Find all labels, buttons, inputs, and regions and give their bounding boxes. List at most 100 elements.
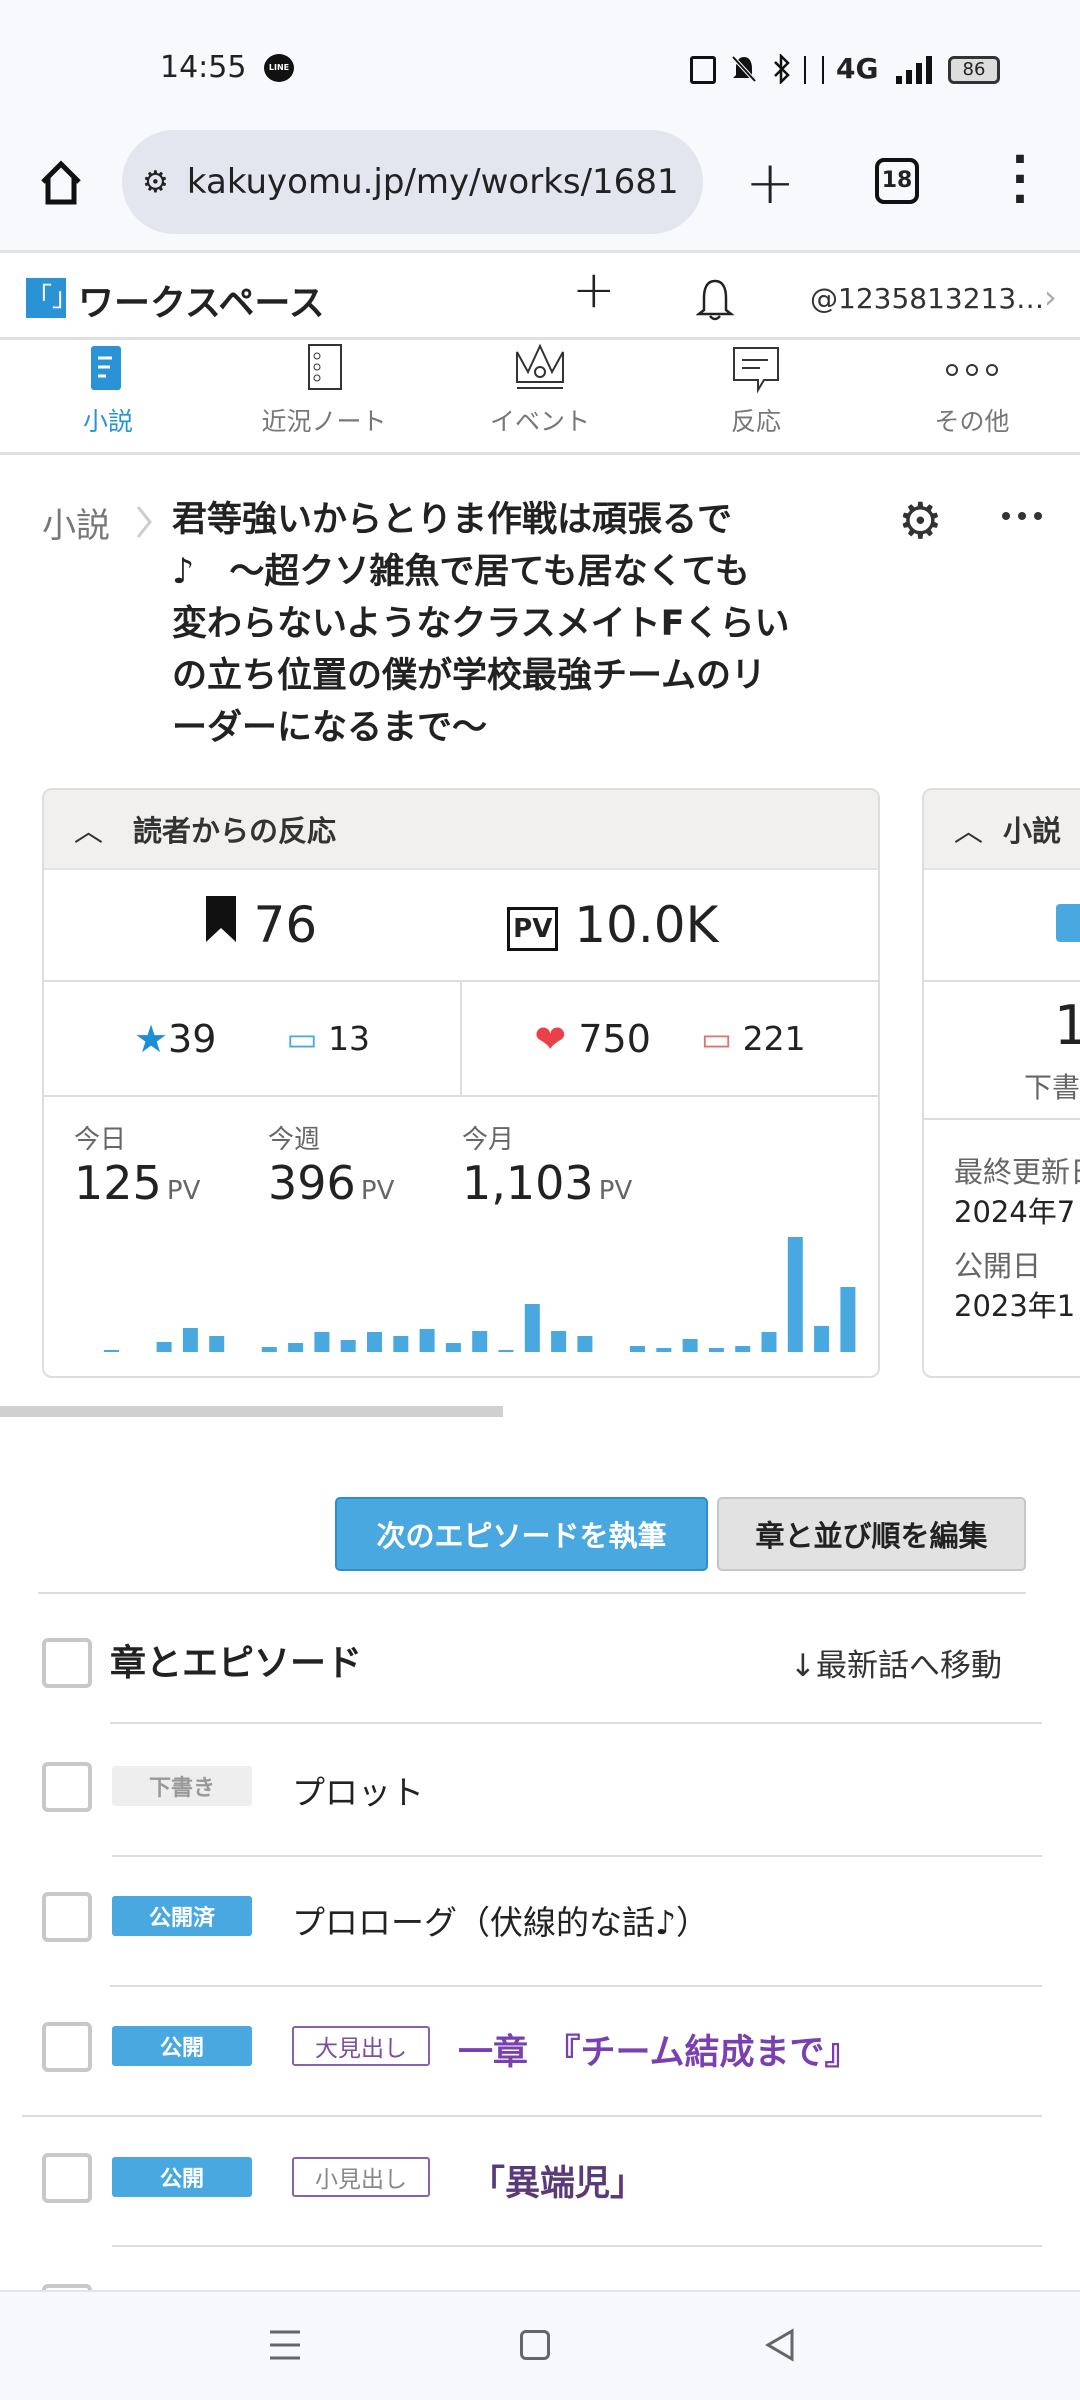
site-header: 「」 ワークスペース + @1235813213… › [0, 256, 1080, 340]
episode-checkbox[interactable] [42, 1762, 92, 1812]
episode-checkbox[interactable] [42, 2153, 92, 2203]
label: 今月 [462, 1125, 515, 1155]
tab-reactions[interactable]: 反応 [648, 340, 864, 452]
pv-bar [367, 1332, 382, 1352]
title-line: 変わらないようなクラスメイトFくらい [172, 604, 790, 644]
tab-events[interactable]: イベント [432, 340, 648, 452]
volte-icon [804, 56, 824, 84]
collapse-chevron-icon[interactable]: ︿ [74, 814, 104, 848]
write-next-episode-button[interactable]: 次のエピソードを執筆 [335, 1497, 708, 1571]
pv-bar [340, 1340, 356, 1352]
status-badge [1056, 904, 1080, 942]
star-icon: ★ [133, 1016, 169, 1061]
account-name[interactable]: @1235813213… [810, 282, 1045, 315]
episode-checkbox[interactable] [42, 2022, 92, 2072]
chapter-level-tag: 小見出し [292, 2157, 430, 2197]
pv-bar [708, 1348, 724, 1352]
collapse-chevron-icon[interactable]: ︿ [954, 814, 984, 848]
line-notification-icon: LINE [264, 54, 294, 82]
bluetooth-icon [774, 54, 790, 84]
episode-count: 1 [1054, 996, 1080, 1056]
pv-bar [551, 1331, 567, 1352]
site-settings-icon[interactable]: ⚙ [142, 164, 169, 200]
work-title: 君等強いからとりま作戦は頑張るで ♪ ～超クソ雑魚で居ても居なくても 変わらない… [172, 494, 872, 754]
status-badge: 公開 [112, 2026, 252, 2066]
pv-bar [261, 1347, 277, 1352]
label: 今週 [268, 1125, 321, 1155]
reader-reactions-card: ︿ 読者からの反応 76 PV 10.0K ★39 ▭ 13 ❤ 750 ▭ 22… [42, 788, 880, 1378]
card-header[interactable]: ︿ 読者からの反応 [44, 790, 878, 870]
jump-latest-link[interactable]: ↓最新話へ移動 [790, 1648, 1002, 1684]
today-pv: 今日 125 PV [74, 1119, 200, 1210]
label: 今日 [74, 1125, 127, 1155]
home-icon[interactable] [38, 160, 84, 206]
edit-order-button[interactable]: 章と並び順を編集 [717, 1497, 1026, 1571]
breadcrumb[interactable]: 小説 [42, 506, 110, 546]
tab-label: 小説 [82, 407, 133, 436]
tab-novel[interactable]: 小説 [0, 340, 216, 452]
back-icon[interactable] [764, 2328, 796, 2362]
new-tab-icon[interactable]: + [745, 148, 796, 218]
network-type: 4G [836, 52, 879, 85]
nav-tabs: 小説 近況ノート イベント 反応 その他 [0, 340, 1080, 455]
signal-icon [896, 56, 932, 84]
pv-bar [630, 1346, 645, 1352]
chapter-title[interactable]: 「異端児」 [470, 2164, 646, 2204]
pv-bar [445, 1343, 461, 1352]
episode-checkbox[interactable] [42, 1892, 92, 1942]
url-text: kakuyomu.jp/my/works/1681 [186, 162, 679, 202]
bell-icon[interactable] [696, 278, 734, 322]
status-bar: 14:55 LINE 4G 86 [0, 0, 1080, 110]
tab-more[interactable]: その他 [864, 340, 1080, 452]
breadcrumb-chevron-icon [136, 506, 152, 538]
recent-apps-icon[interactable] [268, 2328, 302, 2362]
pv-bar [656, 1348, 672, 1352]
home-nav-icon[interactable] [520, 2330, 550, 2360]
menu-kebab-icon[interactable]: · · · [1011, 134, 1029, 225]
pv-bar [498, 1350, 514, 1352]
chapter-title[interactable]: 一章 『チーム結成まで』 [458, 2033, 860, 2073]
select-all-checkbox[interactable] [42, 1638, 92, 1688]
tab-switcher-button[interactable]: 18 [875, 158, 919, 204]
title-line: 君等強いからとりま作戦は頑張るで [172, 500, 733, 540]
pv-bar [761, 1332, 777, 1352]
settings-gear-icon[interactable]: ⚙ [898, 492, 943, 550]
pv-bar [787, 1237, 803, 1352]
tab-notes[interactable]: 近況ノート [216, 340, 432, 452]
card-title: 読者からの反応 [133, 814, 337, 848]
pv-bar [314, 1332, 330, 1352]
address-bar[interactable]: ⚙ kakuyomu.jp/my/works/1681 [122, 130, 703, 234]
add-icon[interactable]: + [572, 260, 616, 320]
more-options-icon[interactable] [1000, 508, 1044, 524]
kakuyomu-logo[interactable]: 「」 [26, 278, 78, 318]
episodes-heading: 章とエピソード [110, 1643, 363, 1684]
pv-bar [735, 1346, 751, 1352]
review-icon: ▭ [286, 1019, 318, 1058]
value: 396 [268, 1156, 356, 1210]
pv-bar [393, 1336, 409, 1352]
status-badge: 公開済 [112, 1896, 252, 1936]
pv-bar [472, 1331, 488, 1352]
unit: PV [166, 1176, 201, 1206]
followers-count: 76 [253, 896, 318, 954]
updated-label: 最終更新日 [954, 1155, 1080, 1189]
card-title: 小説 [1003, 814, 1062, 848]
pv-period-section: 今日 125 PV 今週 396 PV 今月 1,103 PV [44, 1097, 878, 1376]
updated-value: 2024年7 [954, 1195, 1076, 1229]
unit: PV [598, 1176, 633, 1206]
pv-bar [524, 1304, 540, 1352]
episode-title[interactable]: プロット [292, 1773, 424, 1812]
horizontal-scrollbar[interactable] [0, 1406, 503, 1417]
episode-title[interactable]: プロローグ（伏線的な話♪） [292, 1903, 710, 1942]
tab-label: 反応 [730, 407, 781, 436]
chevron-right-icon[interactable]: › [1044, 278, 1057, 316]
comment-icon [733, 347, 779, 394]
novel-scroll-icon [91, 346, 121, 390]
published-label: 公開日 [954, 1249, 1042, 1283]
pv-bar [209, 1336, 225, 1352]
reviews-count: 13 [328, 1019, 371, 1058]
draft-label: 下書 [1024, 1071, 1080, 1104]
month-pv: 今月 1,103 PV [462, 1119, 632, 1210]
card-header[interactable]: ︿ 小説 [924, 790, 1080, 870]
chapter-level-tag: 大見出し [292, 2026, 430, 2066]
